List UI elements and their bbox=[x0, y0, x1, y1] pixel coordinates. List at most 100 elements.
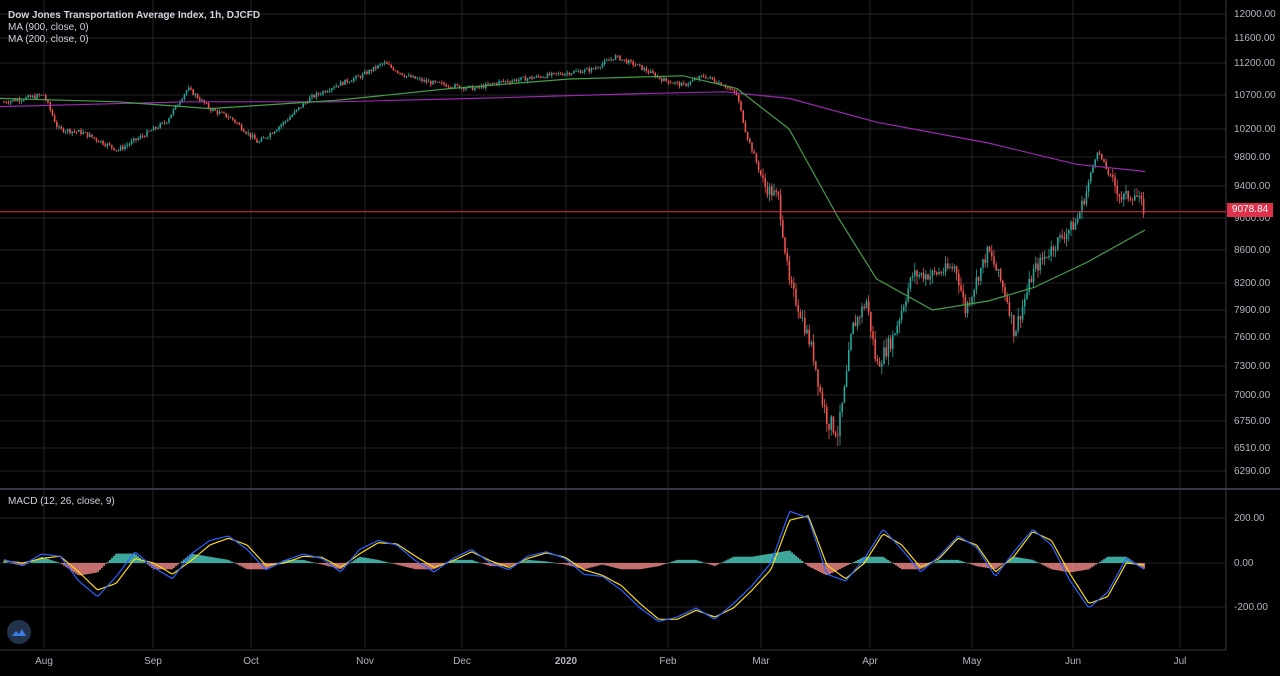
candle-body bbox=[113, 147, 115, 151]
macd-histogram-bar bbox=[703, 562, 705, 564]
candle-body bbox=[687, 84, 689, 86]
macd-histogram-bar bbox=[33, 560, 35, 563]
candle-body bbox=[348, 81, 351, 83]
candle-body bbox=[260, 138, 263, 142]
candle-body bbox=[366, 71, 368, 75]
macd-histogram-bar bbox=[809, 563, 811, 568]
macd-histogram-bar bbox=[623, 563, 625, 570]
tradingview-logo-icon[interactable] bbox=[7, 620, 31, 644]
candle-body bbox=[1109, 174, 1112, 176]
candle-body bbox=[168, 118, 170, 123]
macd-histogram-bar bbox=[981, 563, 983, 568]
macd-histogram-bar bbox=[203, 555, 205, 563]
macd-histogram-bar bbox=[611, 563, 613, 567]
macd-histogram-bar bbox=[1075, 563, 1077, 572]
macd-histogram-bar bbox=[827, 563, 829, 576]
macd-histogram-bar bbox=[819, 563, 821, 573]
macd-histogram-bar bbox=[1029, 559, 1031, 563]
macd-histogram-bar bbox=[559, 563, 561, 564]
macd-histogram-bar bbox=[745, 556, 747, 563]
macd-histogram-bar bbox=[1083, 563, 1085, 571]
macd-histogram-bar bbox=[911, 563, 913, 570]
candle-body bbox=[540, 76, 542, 78]
macd-histogram-bar bbox=[799, 559, 801, 563]
candle-body bbox=[137, 138, 139, 140]
candle-body bbox=[207, 103, 210, 109]
macd-histogram-bar bbox=[749, 556, 751, 563]
candle-body bbox=[335, 85, 337, 88]
macd-histogram-bar bbox=[1051, 563, 1053, 570]
candle-body bbox=[364, 71, 366, 74]
candle-body bbox=[1021, 306, 1024, 320]
candle-body bbox=[267, 137, 269, 139]
macd-histogram-bar bbox=[565, 563, 567, 565]
candle-body bbox=[128, 143, 131, 145]
time-tick-label: Mar bbox=[752, 656, 770, 667]
candle-body bbox=[821, 391, 824, 406]
macd-histogram-bar bbox=[221, 558, 223, 563]
macd-histogram-bar bbox=[1069, 563, 1071, 573]
candle-body bbox=[372, 66, 375, 72]
candle-body bbox=[119, 146, 122, 150]
candle-body bbox=[1035, 263, 1037, 269]
macd-histogram-bar bbox=[161, 563, 163, 570]
macd-histogram-bar bbox=[667, 563, 669, 564]
candle-body bbox=[929, 275, 931, 280]
macd-histogram-bar bbox=[429, 563, 431, 570]
macd-histogram-bar bbox=[785, 551, 787, 563]
macd-histogram-bar bbox=[241, 563, 243, 567]
macd-histogram-bar bbox=[1081, 563, 1083, 571]
macd-histogram-bar bbox=[29, 562, 31, 563]
candle-body bbox=[139, 135, 142, 139]
candle-body bbox=[258, 141, 260, 143]
macd-histogram-bar bbox=[579, 563, 581, 569]
macd-histogram-bar bbox=[555, 563, 557, 564]
ma900-line bbox=[0, 91, 1146, 173]
candle-body bbox=[630, 60, 632, 62]
candle-body bbox=[828, 423, 830, 430]
candle-body bbox=[595, 67, 597, 69]
macd-histogram-bar bbox=[739, 556, 741, 563]
macd-histogram-bar bbox=[1121, 556, 1123, 563]
macd-histogram-bar bbox=[363, 557, 365, 563]
candle-body bbox=[749, 138, 751, 143]
candle-body bbox=[839, 412, 841, 436]
chart-legend: Dow Jones Transportation Average Index, … bbox=[8, 10, 260, 46]
macd-histogram-bar bbox=[993, 563, 995, 570]
candle-body bbox=[441, 82, 443, 84]
macd-histogram-bar bbox=[747, 556, 749, 563]
chart-title: Dow Jones Transportation Average Index, … bbox=[8, 10, 261, 21]
candle-body bbox=[328, 90, 331, 92]
macd-histogram-bar bbox=[641, 563, 643, 569]
candle-body bbox=[1024, 298, 1026, 307]
macd-histogram-bar bbox=[853, 561, 855, 563]
macd-histogram-bar bbox=[165, 563, 167, 570]
candle-body bbox=[878, 361, 881, 367]
macd-histogram-bar bbox=[367, 558, 369, 563]
macd-histogram-bar bbox=[797, 557, 799, 563]
candle-body bbox=[779, 194, 782, 221]
macd-histogram-bar bbox=[491, 563, 493, 567]
candle-body bbox=[397, 71, 399, 73]
candle-body bbox=[476, 86, 478, 89]
candle-body bbox=[777, 192, 780, 195]
candle-body bbox=[801, 317, 804, 319]
macd-histogram-bar bbox=[471, 559, 473, 563]
macd-histogram-bar bbox=[985, 563, 987, 568]
macd-histogram-bar bbox=[715, 563, 717, 566]
candle-body bbox=[986, 246, 989, 263]
candle-body bbox=[874, 339, 876, 359]
candle-body bbox=[1030, 278, 1033, 283]
macd-histogram-bar bbox=[43, 557, 45, 563]
candle-body bbox=[795, 288, 797, 306]
macd-histogram-bar bbox=[1061, 563, 1063, 572]
candle-body bbox=[806, 329, 808, 334]
candle-body bbox=[665, 77, 667, 81]
candle-body bbox=[746, 132, 749, 139]
macd-histogram-bar bbox=[573, 563, 575, 567]
candle-body bbox=[889, 338, 892, 349]
candle-body bbox=[379, 64, 381, 66]
macd-histogram-bar bbox=[425, 563, 427, 570]
macd-histogram-bar bbox=[401, 563, 403, 566]
